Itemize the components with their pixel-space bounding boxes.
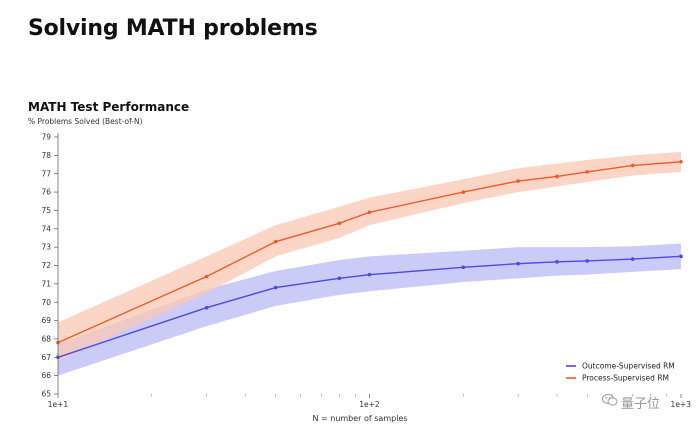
y-tick-label: 72: [41, 261, 51, 270]
legend-label-0: Outcome-Supervised RM: [582, 362, 675, 371]
y-tick-label: 77: [41, 169, 51, 178]
series-1-point: [461, 190, 466, 194]
x-axis-label: N = number of samples: [312, 414, 408, 423]
series-0-point: [585, 259, 590, 263]
wechat-icon: [602, 394, 618, 406]
series-1-point: [585, 170, 590, 174]
y-axis-label: % Problems Solved (Best-of-N): [28, 117, 143, 126]
y-tick-label: 67: [41, 353, 51, 362]
y-tick-label: 69: [41, 316, 51, 325]
watermark-text: 量子位: [620, 397, 660, 412]
series-1-point: [679, 159, 683, 164]
legend-label-1: Process-Supervised RM: [582, 374, 669, 383]
x-tick-label: 1e+1: [48, 400, 69, 409]
y-tick-label: 71: [41, 279, 51, 288]
series-0-point: [516, 261, 520, 266]
series-0-point: [337, 276, 342, 281]
x-tick-label: 1e+2: [359, 400, 380, 409]
series-0-point: [367, 272, 372, 277]
series-1-point: [555, 174, 559, 179]
series-1-confidence-band: [58, 151, 681, 361]
series-1-point: [367, 210, 372, 215]
series-0-confidence-band: [58, 243, 681, 376]
y-tick-label: 68: [41, 335, 51, 344]
x-tick-label: 1e+3: [671, 400, 692, 409]
series-0-point: [630, 257, 635, 261]
y-tick-label: 66: [41, 371, 51, 380]
y-tick-label: 75: [41, 206, 51, 215]
y-tick-label: 65: [41, 390, 51, 399]
series-0-point: [204, 305, 209, 310]
page-title: Solving MATH problems: [28, 16, 318, 41]
series-0-point: [679, 254, 683, 259]
y-tick-label: 79: [41, 133, 51, 142]
series-1-point: [273, 239, 278, 244]
series-1-point: [630, 163, 635, 168]
y-tick-label: 74: [41, 224, 51, 233]
series-1-point: [204, 274, 209, 279]
series-1-point: [337, 221, 342, 226]
series-1-point: [516, 179, 520, 183]
y-tick-label: 73: [41, 243, 51, 252]
y-tick-label: 70: [41, 298, 51, 307]
y-tick-label: 76: [41, 188, 51, 197]
series-0-point: [273, 285, 278, 290]
chart-title: MATH Test Performance: [28, 100, 190, 114]
series-0-point: [555, 260, 559, 264]
series-0-point: [461, 265, 466, 270]
y-tick-label: 78: [41, 151, 51, 160]
